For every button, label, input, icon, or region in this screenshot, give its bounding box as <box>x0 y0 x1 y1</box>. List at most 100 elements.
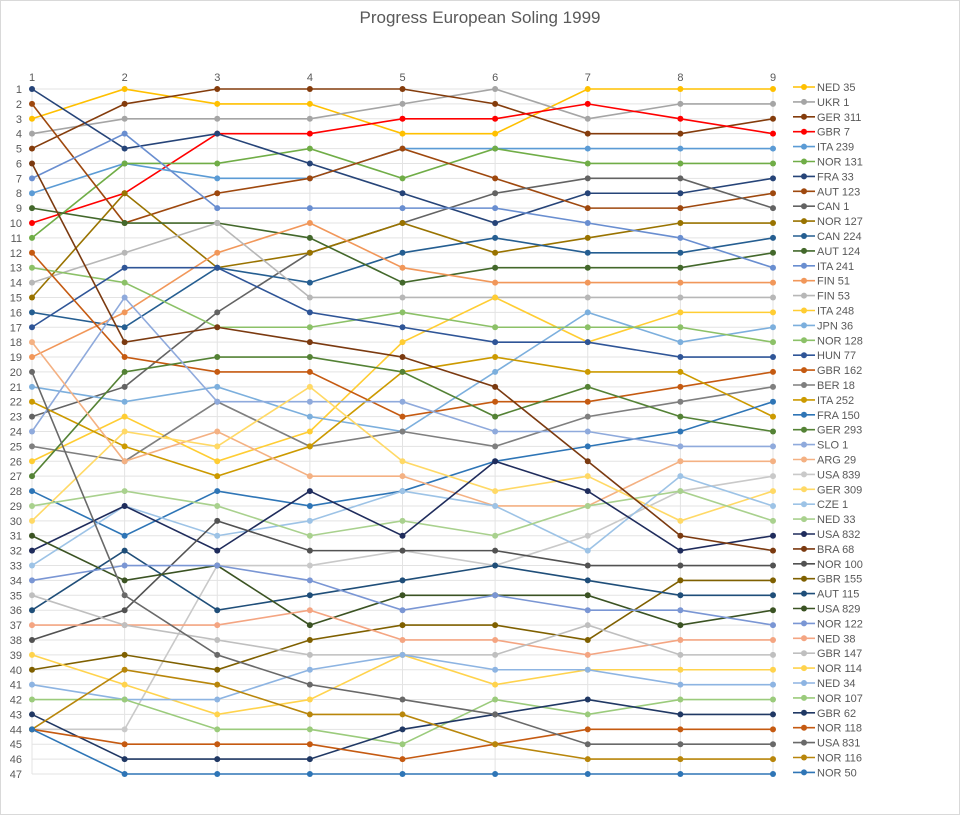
legend-label: CAN 1 <box>817 201 849 213</box>
data-point <box>770 696 776 703</box>
data-point <box>677 279 684 286</box>
data-point <box>677 443 684 450</box>
data-point <box>29 473 35 480</box>
y-tick-label: 38 <box>10 635 22 647</box>
x-tick-label: 1 <box>29 72 35 84</box>
legend-label: AUT 124 <box>817 246 860 258</box>
data-point <box>121 220 128 227</box>
data-point <box>770 398 776 405</box>
data-point <box>677 696 684 703</box>
data-point <box>584 532 591 539</box>
legend-item: BRA 68 <box>793 544 854 556</box>
legend-swatch-marker <box>801 173 807 180</box>
y-tick-label: 35 <box>10 590 22 602</box>
legend-item: NOR 131 <box>793 157 863 169</box>
legend-item: SLO 1 <box>793 440 848 452</box>
legend-item: USA 831 <box>793 738 860 750</box>
data-point <box>29 711 35 718</box>
data-point <box>306 592 313 599</box>
data-point <box>29 547 35 554</box>
data-point <box>121 368 128 375</box>
data-point <box>399 488 406 495</box>
data-point <box>121 547 128 554</box>
data-point <box>121 130 128 137</box>
data-point <box>399 741 406 748</box>
data-point <box>214 86 221 92</box>
data-point <box>121 741 128 748</box>
legend-item: NOR 127 <box>793 216 863 228</box>
data-point <box>492 636 499 643</box>
data-point <box>121 249 128 256</box>
data-point <box>399 636 406 643</box>
data-point <box>677 458 684 465</box>
data-point <box>121 190 128 197</box>
data-point <box>399 547 406 554</box>
data-point <box>770 160 776 167</box>
data-point <box>214 100 221 107</box>
data-point <box>584 547 591 554</box>
series-slo-1 <box>29 294 776 450</box>
data-point <box>584 130 591 137</box>
series-hun-77 <box>29 264 776 361</box>
data-point <box>677 264 684 271</box>
x-tick-label: 4 <box>307 72 313 84</box>
data-point <box>29 354 35 361</box>
data-point <box>770 502 776 509</box>
data-point <box>770 458 776 465</box>
data-point <box>214 160 221 167</box>
data-point <box>214 547 221 554</box>
data-point <box>584 279 591 286</box>
data-point <box>121 413 128 420</box>
data-point <box>584 443 591 450</box>
series-ita-241 <box>29 130 776 271</box>
data-point <box>584 324 591 331</box>
legend-item: FIN 51 <box>793 276 850 288</box>
data-point <box>584 592 591 599</box>
legend-item: ITA 248 <box>793 306 854 318</box>
data-point <box>121 86 128 92</box>
data-point <box>399 130 406 137</box>
data-point <box>584 562 591 569</box>
data-point <box>677 249 684 256</box>
data-point <box>677 368 684 375</box>
legend-label: ITA 239 <box>817 142 854 154</box>
data-point <box>584 696 591 703</box>
data-point <box>29 532 35 539</box>
legend-item: BER 18 <box>793 380 855 392</box>
legend-swatch-marker <box>801 292 807 299</box>
series-usa-832 <box>29 458 776 554</box>
data-point <box>677 175 684 182</box>
y-tick-label: 8 <box>16 188 22 200</box>
data-point <box>399 711 406 718</box>
data-point <box>29 488 35 495</box>
data-point <box>306 562 313 569</box>
series-aut-115 <box>29 547 776 614</box>
data-point <box>770 368 776 375</box>
data-point <box>492 339 499 346</box>
legend-swatch-marker <box>801 486 807 493</box>
legend-swatch-marker <box>801 456 807 463</box>
data-point <box>214 458 221 465</box>
data-point <box>399 532 406 539</box>
data-point <box>584 413 591 420</box>
legend-item: USA 832 <box>793 529 860 541</box>
data-point <box>584 100 591 107</box>
data-point <box>584 741 591 748</box>
legend-label: AUT 123 <box>817 186 860 198</box>
legend-item: CZE 1 <box>793 499 848 511</box>
y-tick-label: 16 <box>10 307 22 319</box>
data-point <box>492 190 499 197</box>
data-point <box>399 249 406 256</box>
legend-label: USA 829 <box>817 604 860 616</box>
series-ukr-1 <box>29 86 776 137</box>
data-point <box>492 354 499 361</box>
data-point <box>306 339 313 346</box>
legend-item: CAN 224 <box>793 231 862 243</box>
legend-item: NOR 50 <box>793 767 857 779</box>
data-point <box>29 636 35 643</box>
legend-item: AUT 115 <box>793 589 859 601</box>
data-point <box>306 741 313 748</box>
legend-item: CAN 1 <box>793 201 849 213</box>
data-point <box>29 383 35 390</box>
data-point <box>677 413 684 420</box>
